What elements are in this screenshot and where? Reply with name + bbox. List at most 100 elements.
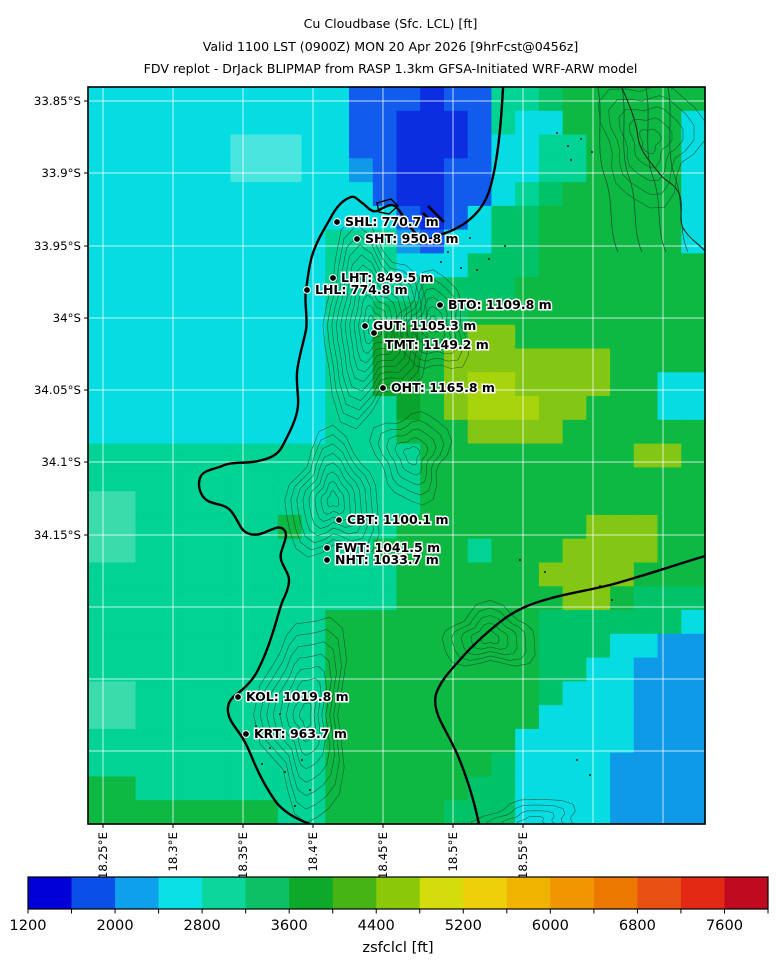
map-cell [182, 633, 208, 659]
map-cell [515, 253, 540, 278]
map-cell [182, 182, 208, 207]
map-cell [88, 657, 113, 682]
map-cell [159, 301, 184, 326]
map-cell [182, 610, 208, 635]
station-label: BTO: 1109.8 m [448, 297, 552, 312]
map-cell [254, 324, 279, 350]
map-cell [586, 372, 611, 397]
map-cell [681, 776, 706, 801]
map-cell [633, 491, 659, 516]
map-cell [420, 705, 445, 730]
terrain-dot [543, 570, 547, 574]
terrain-dot [428, 543, 432, 547]
map-cell [396, 657, 421, 682]
map-cell [681, 705, 706, 730]
map-cell [159, 705, 184, 730]
map-cell [657, 514, 682, 540]
map-cell [159, 681, 184, 706]
map-cell [396, 776, 421, 801]
contour-line [272, 653, 332, 783]
station-label: LHL: 774.8 m [315, 282, 408, 297]
map-cell [254, 348, 279, 373]
map-cell [372, 752, 398, 778]
map-cell [491, 538, 516, 564]
map-cell [254, 491, 279, 516]
map-cell [88, 205, 113, 231]
map-cell [88, 491, 113, 516]
map-cell [444, 419, 469, 445]
map-cell [633, 372, 659, 397]
map-cell [182, 372, 208, 397]
map-cell [681, 419, 706, 445]
map-cell [420, 253, 445, 278]
map-cell [111, 182, 136, 207]
map-cell [206, 419, 231, 445]
map-cell [182, 705, 208, 730]
map-cell [657, 301, 682, 326]
map-cell [301, 205, 326, 231]
map-cell [586, 277, 611, 302]
map-cell [254, 396, 279, 421]
map-cell [88, 538, 113, 564]
map-cell [586, 348, 611, 373]
map-cell [562, 633, 587, 659]
map-cell [586, 253, 611, 278]
map-cell [325, 134, 350, 159]
map-cell [396, 610, 421, 635]
map-cell [681, 301, 706, 326]
map-cell [206, 205, 231, 231]
map-cell [467, 705, 492, 730]
map-cell [349, 538, 374, 564]
map-cell [515, 728, 540, 754]
colorbar-segment [506, 877, 551, 909]
map-cell [182, 562, 208, 587]
map-cell [586, 396, 611, 421]
map-cell [681, 728, 706, 754]
map-cell [325, 158, 350, 183]
map-cell [254, 562, 279, 587]
map-cell [610, 728, 635, 754]
map-cell [538, 158, 564, 183]
cloudbase-color-field [88, 87, 706, 825]
terrain-dot [487, 257, 491, 261]
map-cell [515, 229, 540, 254]
map-cell [111, 87, 136, 112]
map-cell [420, 800, 445, 825]
map-cell [182, 134, 208, 159]
map-cell [88, 396, 113, 421]
map-cell [111, 324, 136, 350]
map-cell [159, 205, 184, 231]
map-cell [610, 182, 635, 207]
map-cell [325, 253, 350, 278]
map-cell [111, 467, 136, 492]
map-cell [254, 277, 279, 302]
map-cell [182, 514, 208, 540]
map-cell [586, 205, 611, 231]
contour-line [405, 287, 458, 355]
map-cell [182, 158, 208, 183]
contour-line [296, 443, 368, 544]
map-cell [444, 800, 469, 825]
map-cell [562, 158, 587, 183]
map-cell [372, 348, 398, 373]
map-cell [372, 229, 398, 254]
map-cell [681, 253, 706, 278]
x-tick-label: 18.35°E [236, 832, 250, 879]
map-cell [610, 205, 635, 231]
map-cell [182, 110, 208, 136]
harbor-basin-outline [376, 198, 400, 215]
map-cell [610, 681, 635, 706]
chart-title: Cu Cloudbase (Sfc. LCL) [ft] [303, 16, 478, 31]
map-cell [586, 562, 611, 587]
map-cell [681, 348, 706, 373]
colorbar-tick-label: 7600 [706, 917, 743, 934]
map-cell [467, 610, 492, 635]
map-cell [277, 752, 303, 778]
map-cell [206, 301, 231, 326]
map-cell [301, 728, 326, 754]
map-cell [657, 633, 682, 659]
map-cell [396, 158, 421, 183]
map-cell [182, 87, 208, 112]
map-cell [325, 396, 350, 421]
contour-line [302, 452, 363, 537]
